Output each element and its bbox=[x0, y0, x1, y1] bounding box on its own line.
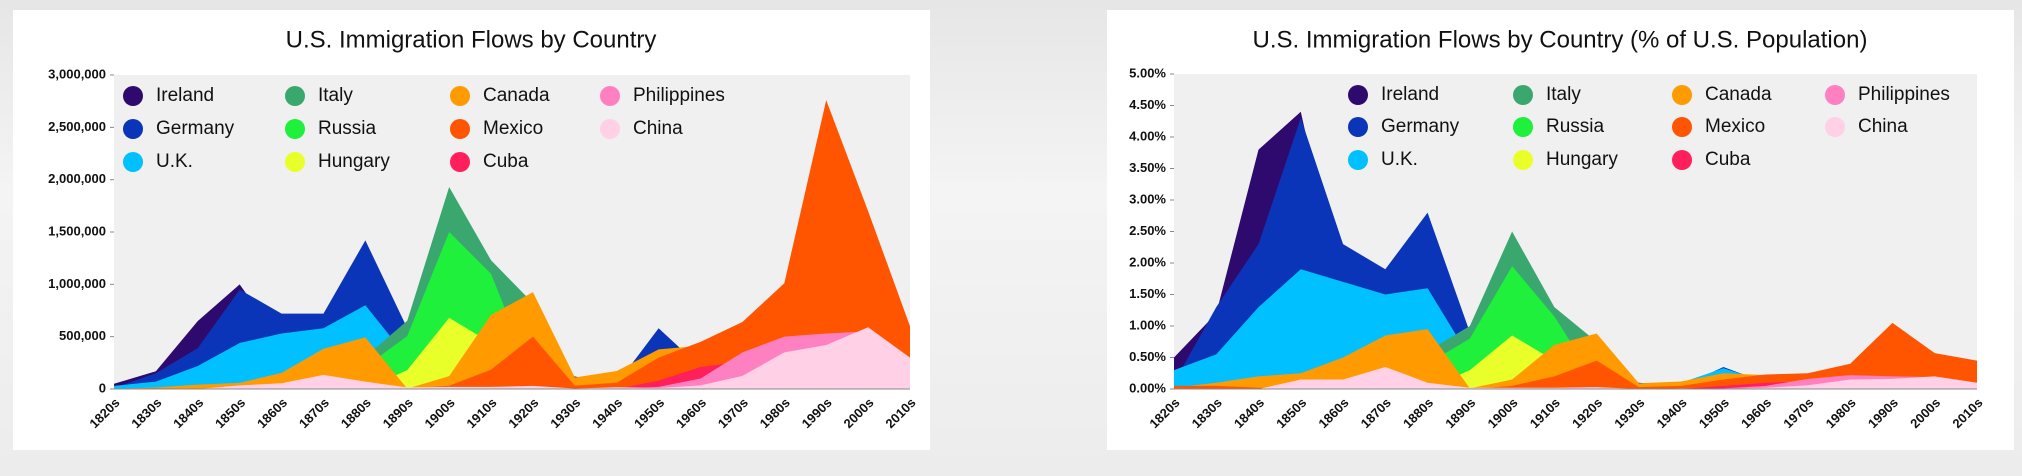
chart: U.S. Immigration Flows by Country (% of … bbox=[1107, 10, 2014, 450]
legend-label: Ireland bbox=[156, 85, 214, 106]
legend-swatch bbox=[1348, 85, 1368, 105]
legend-label: Canada bbox=[1705, 84, 1772, 105]
chart-title: U.S. Immigration Flows by Country (% of … bbox=[1253, 26, 1868, 53]
y-tick-label: 5.00% bbox=[1129, 65, 1166, 80]
y-tick-label: 0 bbox=[99, 380, 106, 395]
area bbox=[1174, 366, 1977, 389]
y-tick-label: 1.00% bbox=[1129, 317, 1166, 332]
legend-swatch bbox=[1672, 117, 1692, 137]
y-tick-label: 2.50% bbox=[1129, 223, 1166, 238]
legend-swatch bbox=[450, 152, 470, 172]
chart-title: U.S. Immigration Flows by Country bbox=[286, 26, 657, 53]
legend-swatch bbox=[1348, 150, 1368, 170]
y-tick-label: 500,000 bbox=[59, 328, 106, 343]
y-tick-label: 3.50% bbox=[1129, 160, 1166, 175]
legend-label: Russia bbox=[1546, 116, 1605, 137]
legend-swatch bbox=[450, 119, 470, 139]
legend-swatch bbox=[285, 119, 305, 139]
legend-swatch bbox=[1513, 150, 1533, 170]
legend-label: Hungary bbox=[318, 151, 390, 172]
y-tick-label: 3,000,000 bbox=[48, 66, 106, 81]
legend-swatch bbox=[1513, 117, 1533, 137]
area bbox=[114, 186, 910, 389]
legend-label: Ireland bbox=[1381, 84, 1439, 105]
legend-label: U.K. bbox=[156, 151, 193, 172]
area bbox=[1174, 375, 1977, 389]
legend-label: Mexico bbox=[1705, 116, 1765, 137]
legend-swatch bbox=[123, 119, 143, 139]
legend-swatch bbox=[1672, 150, 1692, 170]
legend-label: Cuba bbox=[483, 151, 529, 172]
y-tick-label: 2,000,000 bbox=[48, 171, 106, 186]
legend-label: Italy bbox=[1546, 84, 1581, 105]
legend-label: Hungary bbox=[1546, 149, 1618, 170]
y-tick-label: 1,000,000 bbox=[48, 276, 106, 291]
legend-swatch bbox=[1825, 85, 1845, 105]
legend-swatch bbox=[450, 86, 470, 106]
y-tick-label: 1,500,000 bbox=[48, 223, 106, 238]
legend-label: Germany bbox=[156, 118, 235, 139]
legend-label: Mexico bbox=[483, 118, 543, 139]
legend-label: Canada bbox=[483, 85, 550, 106]
legend-label: China bbox=[1858, 116, 1908, 137]
legend-swatch bbox=[285, 152, 305, 172]
legend-label: Cuba bbox=[1705, 149, 1751, 170]
legend-swatch bbox=[600, 119, 620, 139]
y-tick-label: 4.50% bbox=[1129, 97, 1166, 112]
legend-swatch bbox=[285, 86, 305, 106]
chart: U.S. Immigration Flows by Country 0 500,00… bbox=[13, 10, 930, 450]
legend-label: Philippines bbox=[633, 85, 725, 106]
y-tick-label: 4.00% bbox=[1129, 128, 1166, 143]
y-tick-label: 1.50% bbox=[1129, 286, 1166, 301]
area bbox=[114, 331, 910, 389]
legend-swatch bbox=[123, 86, 143, 106]
legend-label: Philippines bbox=[1858, 84, 1950, 105]
legend-label: U.K. bbox=[1381, 149, 1418, 170]
legend-swatch bbox=[1672, 85, 1692, 105]
legend-label: China bbox=[633, 118, 683, 139]
legend-swatch bbox=[1825, 117, 1845, 137]
legend-label: Germany bbox=[1381, 116, 1460, 137]
y-tick-label: 2,500,000 bbox=[48, 119, 106, 134]
y-tick-label: 3.00% bbox=[1129, 191, 1166, 206]
legend-label: Russia bbox=[318, 118, 377, 139]
legend-swatch bbox=[600, 86, 620, 106]
y-tick-label: 0.50% bbox=[1129, 349, 1166, 364]
y-tick-label: 0.00% bbox=[1129, 380, 1166, 395]
area bbox=[114, 327, 910, 389]
legend-label: Italy bbox=[318, 85, 353, 106]
legend-swatch bbox=[123, 152, 143, 172]
legend-swatch bbox=[1348, 117, 1368, 137]
legend-swatch bbox=[1513, 85, 1533, 105]
y-tick-label: 2.00% bbox=[1129, 254, 1166, 269]
